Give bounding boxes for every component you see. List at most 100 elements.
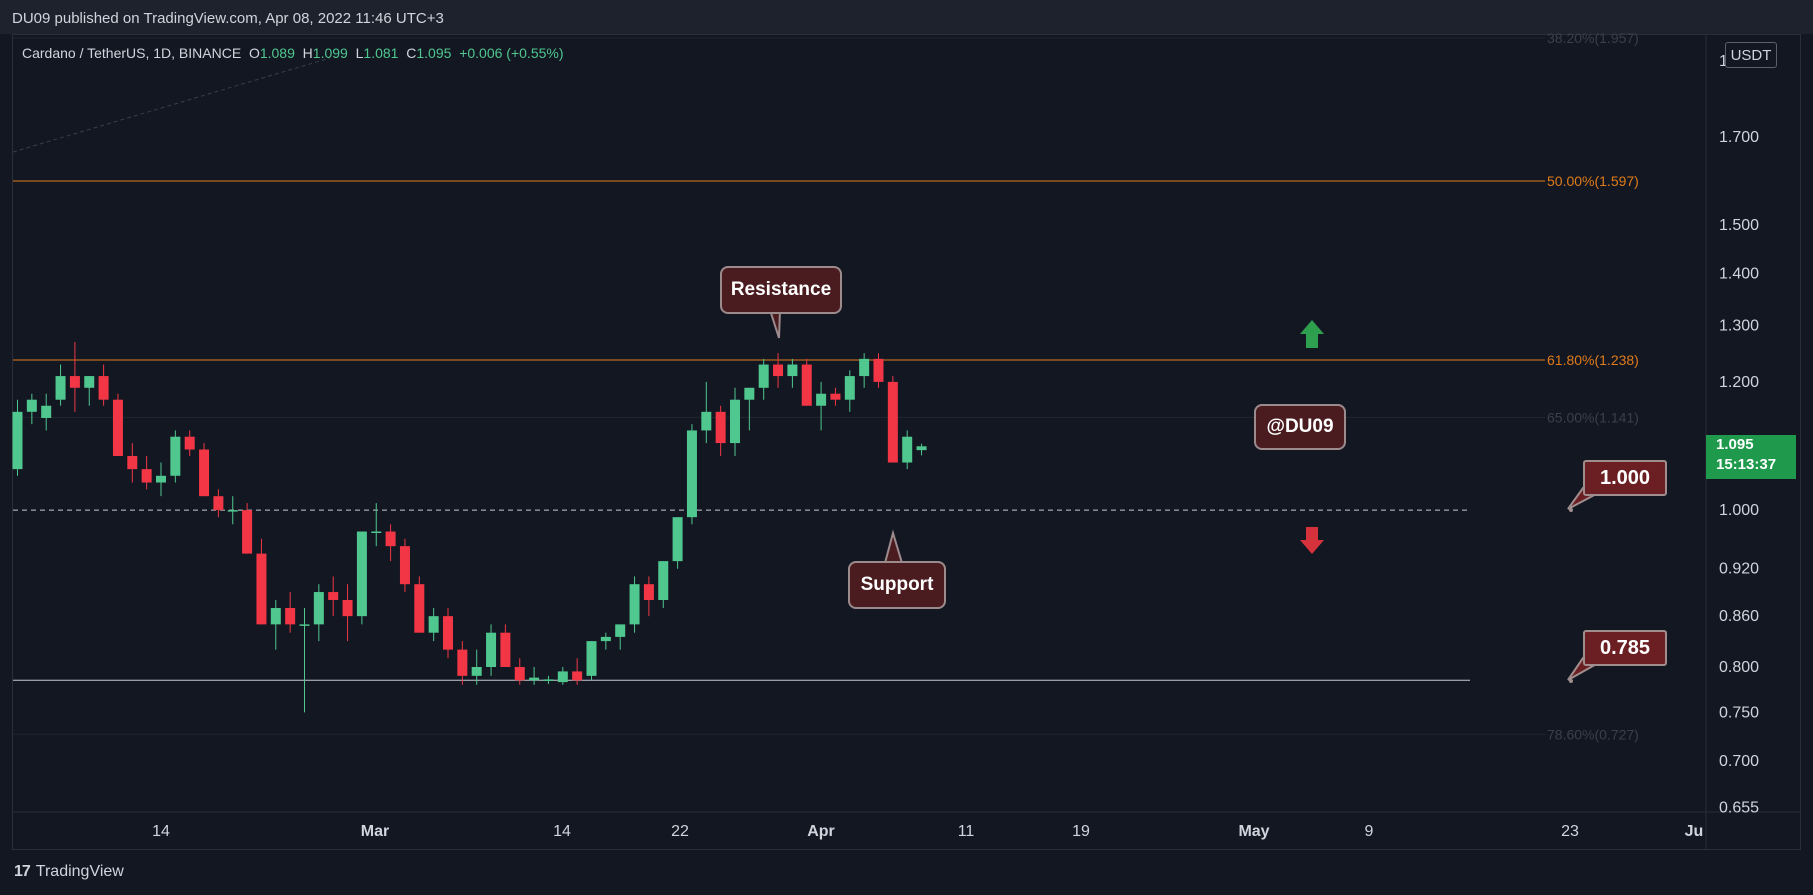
candle-down[interactable]: [643, 584, 654, 600]
candle-down[interactable]: [112, 399, 123, 456]
candle-down[interactable]: [184, 436, 195, 450]
candle-up[interactable]: [758, 364, 769, 388]
last-price-value: 1.095: [1716, 436, 1754, 453]
candle-up[interactable]: [26, 399, 37, 412]
candle-down[interactable]: [98, 376, 109, 400]
x-tick-label: 9: [1365, 823, 1374, 840]
candle-down[interactable]: [443, 616, 453, 650]
candle-down[interactable]: [500, 632, 511, 667]
candle-up[interactable]: [730, 399, 740, 444]
x-tick-label: 11: [958, 823, 975, 840]
candle-up[interactable]: [701, 411, 712, 431]
candle-up[interactable]: [486, 632, 497, 667]
candle-up[interactable]: [744, 387, 755, 400]
x-tick-label: May: [1238, 823, 1269, 840]
tradingview-logo[interactable]: 17 TradingView: [14, 863, 124, 881]
candle-up[interactable]: [844, 376, 855, 400]
resistance-callout-pointer: [768, 309, 782, 339]
candle-down[interactable]: [213, 496, 224, 511]
candle-up[interactable]: [600, 636, 611, 642]
candle-up[interactable]: [816, 393, 827, 406]
candle-up[interactable]: [686, 430, 697, 518]
candle-up[interactable]: [586, 641, 597, 676]
close-label: C: [406, 45, 417, 61]
candle-up[interactable]: [170, 436, 181, 476]
candle-down[interactable]: [385, 531, 396, 547]
x-tick-label: 19: [1072, 823, 1090, 840]
y-tick-label: 1.200: [1719, 374, 1759, 391]
candle-up[interactable]: [270, 608, 281, 625]
price-tag-lower[interactable]: 0.785: [1583, 630, 1667, 666]
candle-up[interactable]: [41, 405, 52, 418]
candle-down[interactable]: [342, 599, 353, 617]
low-label: L: [355, 45, 364, 61]
candle-up[interactable]: [787, 364, 798, 377]
candle-up[interactable]: [471, 667, 482, 676]
watermark-callout[interactable]: @DU09: [1254, 404, 1346, 450]
candle-up[interactable]: [428, 616, 439, 633]
fib-level-label: 61.80%(1.238): [1547, 352, 1639, 368]
candle-up[interactable]: [629, 584, 640, 625]
candle-up[interactable]: [84, 376, 95, 388]
candle-down[interactable]: [199, 449, 210, 497]
x-tick-label: Ju: [1685, 823, 1704, 840]
candle-up[interactable]: [55, 376, 66, 400]
candle-up[interactable]: [916, 446, 927, 451]
candle-up[interactable]: [227, 510, 238, 512]
price-tag-upper[interactable]: 1.000: [1583, 460, 1667, 496]
y-tick-label-clipped: 1: [1719, 53, 1728, 70]
high-value: 1.099: [312, 45, 348, 61]
candle-down[interactable]: [572, 671, 583, 681]
candle-down[interactable]: [399, 546, 410, 585]
candle-up[interactable]: [529, 677, 540, 681]
candle-down[interactable]: [256, 553, 267, 625]
brand-name: TradingView: [35, 863, 124, 880]
candle-down[interactable]: [69, 376, 80, 388]
y-tick-label: 0.750: [1719, 704, 1759, 721]
candle-down[interactable]: [830, 393, 841, 400]
currency-label[interactable]: USDT: [1725, 42, 1777, 68]
footer-bar: [0, 851, 1813, 895]
x-tick-label: 14: [553, 823, 571, 840]
candle-down[interactable]: [285, 608, 296, 625]
candle-up[interactable]: [299, 624, 310, 626]
candle-down[interactable]: [801, 364, 812, 406]
symbol-legend: Cardano / TetherUS, 1D, BINANCE O1.089 H…: [22, 45, 564, 61]
fib-level-label: 65.00%(1.141): [1547, 409, 1639, 425]
candle-down[interactable]: [127, 455, 138, 470]
candle-up[interactable]: [356, 531, 367, 617]
candle-down[interactable]: [715, 411, 726, 444]
candle-up[interactable]: [658, 561, 669, 600]
candle-up[interactable]: [672, 517, 683, 562]
candle-down[interactable]: [457, 649, 468, 676]
up-arrow-icon[interactable]: [1300, 320, 1324, 348]
candle-down[interactable]: [328, 592, 339, 600]
candle-down[interactable]: [242, 510, 253, 554]
last-price-tag: 1.095 15:13:37: [1706, 435, 1796, 479]
candle-up[interactable]: [371, 531, 382, 534]
candle-up[interactable]: [615, 624, 626, 637]
candle-up[interactable]: [156, 475, 166, 483]
candle-up[interactable]: [902, 436, 913, 463]
candle-up[interactable]: [543, 679, 554, 681]
publisher-text: DU09 published on TradingView.com, Apr 0…: [12, 10, 444, 27]
header-bar: DU09 published on TradingView.com, Apr 0…: [0, 0, 1813, 34]
candle-up[interactable]: [557, 671, 568, 683]
candle-down[interactable]: [141, 469, 152, 483]
y-tick-label: 0.655: [1719, 800, 1759, 817]
resistance-callout[interactable]: Resistance: [720, 266, 842, 314]
candle-down[interactable]: [414, 584, 425, 633]
candle-up[interactable]: [313, 592, 324, 625]
candle-down[interactable]: [514, 667, 525, 681]
candle-down[interactable]: [887, 381, 898, 463]
symbol-name[interactable]: Cardano / TetherUS, 1D, BINANCE: [22, 45, 242, 61]
candle-down[interactable]: [873, 358, 884, 382]
price-tag-upper-anchor: [1569, 508, 1573, 512]
support-callout[interactable]: Support: [848, 561, 946, 609]
trend-line[interactable]: [12, 57, 331, 153]
down-arrow-icon[interactable]: [1300, 527, 1324, 554]
candle-up[interactable]: [859, 358, 870, 377]
candle-up[interactable]: [12, 411, 23, 470]
candle-down[interactable]: [773, 364, 784, 377]
